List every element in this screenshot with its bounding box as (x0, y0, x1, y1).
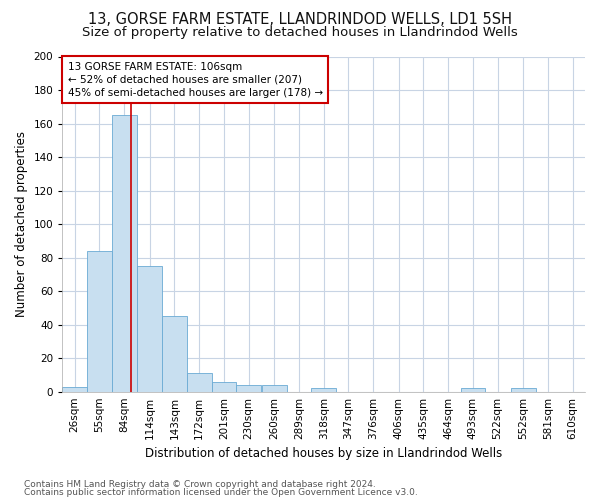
Text: 13, GORSE FARM ESTATE, LLANDRINDOD WELLS, LD1 5SH: 13, GORSE FARM ESTATE, LLANDRINDOD WELLS… (88, 12, 512, 28)
X-axis label: Distribution of detached houses by size in Llandrindod Wells: Distribution of detached houses by size … (145, 447, 502, 460)
Bar (112, 115, 137, 392)
Bar (62, 386, 87, 392)
Bar (262, 385, 287, 392)
Bar (311, 388, 336, 392)
Y-axis label: Number of detached properties: Number of detached properties (15, 131, 28, 317)
Bar (212, 382, 236, 392)
Text: Contains public sector information licensed under the Open Government Licence v3: Contains public sector information licen… (24, 488, 418, 497)
Bar (236, 385, 261, 392)
Text: Contains HM Land Registry data © Crown copyright and database right 2024.: Contains HM Land Registry data © Crown c… (24, 480, 376, 489)
Bar (511, 388, 536, 392)
Text: 13 GORSE FARM ESTATE: 106sqm
← 52% of detached houses are smaller (207)
45% of s: 13 GORSE FARM ESTATE: 106sqm ← 52% of de… (68, 62, 323, 98)
Text: Size of property relative to detached houses in Llandrindod Wells: Size of property relative to detached ho… (82, 26, 518, 39)
Bar (162, 316, 187, 392)
Bar (187, 373, 212, 392)
Bar (87, 251, 112, 392)
Bar (137, 266, 162, 392)
Bar (461, 388, 485, 392)
